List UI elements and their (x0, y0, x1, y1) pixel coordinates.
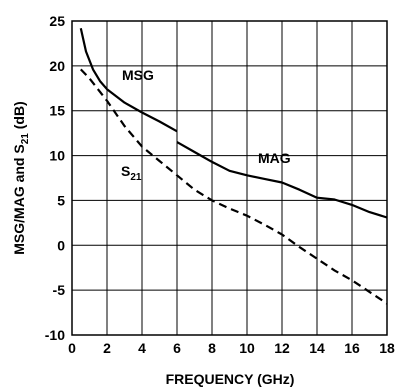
series-line-mag (176, 141, 388, 219)
x-tick-label: 16 (344, 340, 360, 356)
x-axis-title: FREQUENCY (GHz) (166, 371, 295, 387)
y-axis-title-suffix: (dB) (11, 101, 27, 133)
y-axis-title-prefix: MSG/MAG and S (11, 144, 27, 254)
x-tick-label: 2 (103, 340, 111, 356)
x-tick-label: 14 (309, 340, 325, 356)
y-tick-label: 15 (49, 103, 65, 119)
x-tick-label: 4 (138, 340, 146, 356)
plot-frame (71, 20, 388, 336)
y-tick-label: -5 (53, 282, 66, 298)
x-tick-label: 6 (173, 340, 181, 356)
y-tick-label: 5 (57, 192, 65, 208)
s21-label-sub: 21 (130, 172, 142, 183)
y-tick-label: 25 (49, 13, 65, 29)
y-tick-label: 20 (49, 58, 65, 74)
series-line-msg (79, 27, 178, 133)
grid (71, 20, 388, 336)
x-tick-label: 0 (68, 340, 76, 356)
x-tick-label: 10 (239, 340, 255, 356)
series-label-s21: S21 (121, 163, 142, 183)
y-axis-title: MSG/MAG and S21 (dB) (11, 101, 31, 254)
series-layer (79, 27, 388, 305)
x-tick-label: 12 (274, 340, 290, 356)
tick-labels: 0 2 4 6 8 10 12 14 16 18 -10 -5 0 5 10 15 20 25 (45, 13, 395, 356)
y-axis-title-sub: 21 (20, 133, 31, 145)
s21-label-main: S (121, 163, 130, 179)
y-tick-label: 10 (49, 148, 65, 164)
series-label-mag: MAG (258, 150, 291, 166)
y-tick-label: 0 (57, 237, 65, 253)
x-tick-label: 8 (208, 340, 216, 356)
x-tick-label: 18 (379, 340, 395, 356)
series-line-s21 (80, 68, 388, 305)
series-label-msg: MSG (122, 67, 154, 83)
y-tick-label: -10 (45, 327, 65, 343)
